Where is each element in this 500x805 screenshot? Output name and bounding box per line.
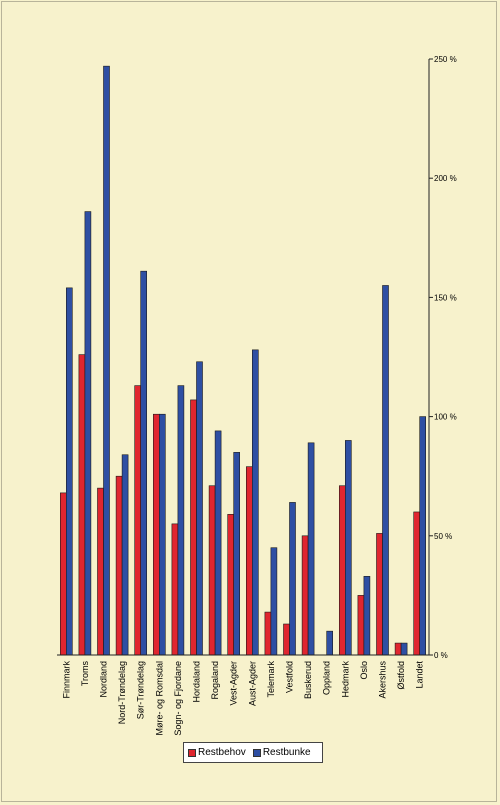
bar-restbehov-9 xyxy=(227,514,234,656)
bar-restbunke-14 xyxy=(326,630,334,656)
x-tick-label-13: Buskerud xyxy=(303,661,313,699)
bar-restbehov-16 xyxy=(357,595,365,656)
bar-restbehov-4 xyxy=(134,385,141,656)
bar-restbehov-7 xyxy=(190,399,197,656)
bar-restbehov-12 xyxy=(283,623,290,656)
bar-restbunke-17 xyxy=(382,285,389,656)
x-tick-label-9: Vest-Agder xyxy=(229,661,239,706)
x-tick-label-15: Hedmark xyxy=(340,661,350,698)
x-tick-label-1: Troms xyxy=(80,661,90,687)
y-tick-label-0: 0 % xyxy=(434,651,448,660)
bar-restbunke-10 xyxy=(252,349,259,656)
bar-restbunke-2 xyxy=(103,65,110,656)
bar-restbehov-0 xyxy=(59,492,67,656)
bar-restbehov-13 xyxy=(301,535,309,656)
x-tick-label-18: Østfold xyxy=(396,661,406,690)
y-tick-label-1: 50 % xyxy=(434,532,452,541)
legend-item-restbehov: Restbehov xyxy=(188,747,246,758)
bar-restbehov-17 xyxy=(376,533,383,656)
y-tick-label-2: 100 % xyxy=(434,413,457,422)
chart-legend: Restbehov Restbunke xyxy=(183,742,323,763)
legend-item-restbunke: Restbunke xyxy=(252,747,311,758)
x-tick-label-3: Nord-Trøndelag xyxy=(117,661,127,724)
bar-restbunke-8 xyxy=(214,430,222,656)
y-tick-label-3: 150 % xyxy=(434,293,457,302)
x-tick-label-16: Oslo xyxy=(359,661,369,680)
bar-restbehov-10 xyxy=(246,466,253,656)
x-tick-label-11: Telemark xyxy=(266,661,276,698)
bar-restbunke-16 xyxy=(363,576,371,656)
bar-restbehov-18 xyxy=(394,642,402,656)
bar-restbunke-9 xyxy=(233,452,240,656)
bar-restbehov-5 xyxy=(153,413,160,656)
x-tick-label-0: Finnmark xyxy=(61,661,71,699)
bar-restbehov-19 xyxy=(413,511,421,656)
x-tick-label-8: Rogaland xyxy=(210,661,220,700)
x-tick-label-5: Møre- og Romsdal xyxy=(154,661,164,736)
bar-restbehov-1 xyxy=(78,354,86,656)
legend-swatch-restbunke xyxy=(252,748,261,757)
bar-restbehov-8 xyxy=(208,485,216,656)
bar-restbunke-19 xyxy=(419,416,427,656)
bar-restbunke-3 xyxy=(121,454,129,656)
x-tick-label-7: Hordaland xyxy=(192,661,202,703)
x-tick-label-12: Vestfold xyxy=(285,661,295,693)
bar-restbehov-11 xyxy=(264,611,272,656)
x-tick-label-17: Akershus xyxy=(378,661,388,699)
bar-restbunke-5 xyxy=(159,413,166,656)
bar-restbunke-1 xyxy=(84,211,92,656)
bar-restbunke-18 xyxy=(400,642,408,656)
x-tick-label-19: Landet xyxy=(415,661,425,689)
bar-restbunke-7 xyxy=(196,361,203,656)
legend-label-restbunke: Restbunke xyxy=(262,747,311,758)
x-tick-label-2: Nordland xyxy=(99,661,109,698)
x-tick-label-6: Sogn- og Fjordane xyxy=(173,661,183,736)
bar-restbehov-6 xyxy=(171,523,179,656)
bar-restbehov-15 xyxy=(338,485,346,656)
bar-restbunke-6 xyxy=(177,385,185,656)
bar-restbunke-12 xyxy=(289,502,296,656)
x-tick-label-14: Oppland xyxy=(322,661,332,695)
bar-restbehov-3 xyxy=(115,475,123,656)
x-tick-label-4: Sør-Trøndelag xyxy=(136,661,146,719)
bar-restbunke-4 xyxy=(140,270,147,656)
y-tick-label-4: 200 % xyxy=(434,174,457,183)
bar-restbunke-15 xyxy=(344,440,352,656)
legend-label-restbehov: Restbehov xyxy=(198,747,246,758)
bar-restbunke-11 xyxy=(270,547,278,656)
x-tick-label-10: Aust-Agder xyxy=(247,661,257,706)
bar-restbunke-0 xyxy=(66,287,73,656)
y-tick-label-5: 250 % xyxy=(434,55,457,64)
bar-restbehov-2 xyxy=(97,487,104,656)
legend-swatch-restbehov xyxy=(188,748,196,757)
bar-restbunke-13 xyxy=(307,442,315,656)
